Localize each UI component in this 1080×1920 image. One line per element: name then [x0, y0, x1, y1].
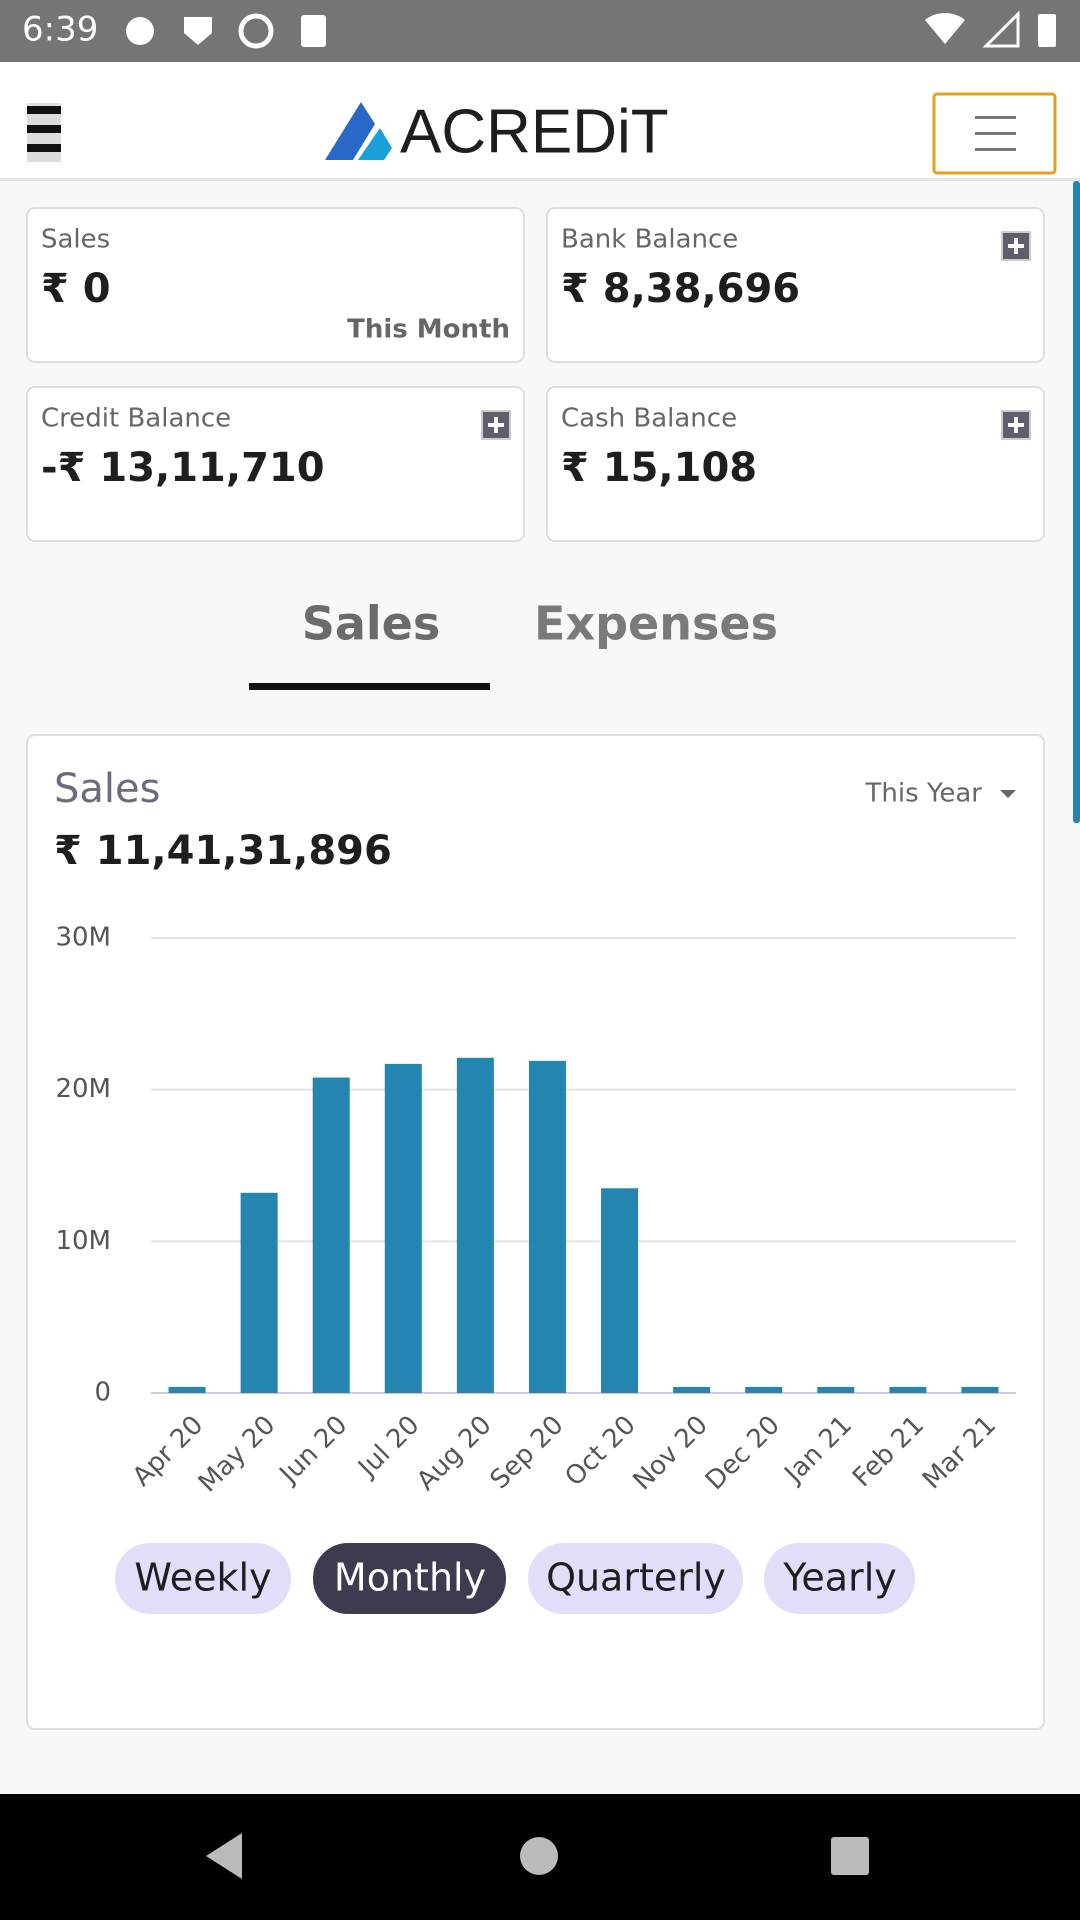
status-icon	[184, 17, 212, 45]
bar	[889, 1386, 927, 1393]
drawer-button[interactable]	[27, 103, 61, 162]
status-icon	[126, 17, 154, 45]
card-label: Sales	[41, 225, 110, 255]
period-text: Yearly	[782, 1556, 897, 1600]
drawer-bar	[27, 106, 61, 114]
bar	[384, 1063, 422, 1393]
add-button[interactable]	[1001, 410, 1031, 440]
battery-icon	[1038, 14, 1056, 47]
logo-text: ACREDiT	[400, 97, 669, 166]
y-tick-label: 10M	[55, 1226, 111, 1256]
header	[0, 62, 1080, 180]
bar	[456, 1057, 494, 1393]
period-label: This Year	[865, 779, 983, 809]
card-value: ₹ 0	[41, 266, 111, 312]
status-bar	[0, 0, 1080, 62]
add-button[interactable]	[481, 410, 511, 440]
bar	[745, 1386, 783, 1393]
nav-back[interactable]	[206, 1833, 242, 1879]
menu-button[interactable]	[932, 92, 1057, 175]
period-dropdown[interactable]: This Year	[865, 779, 1016, 809]
period-button[interactable]: Quarterly	[528, 1543, 743, 1614]
status-icon	[238, 13, 274, 49]
period-button[interactable]: Monthly	[313, 1543, 506, 1614]
add-button[interactable]	[1001, 231, 1031, 261]
y-tick-label: 30M	[55, 923, 111, 953]
card-value: -₹ 13,11,710	[41, 445, 325, 491]
nav-home[interactable]	[520, 1837, 558, 1875]
card-label: Bank Balance	[561, 225, 738, 255]
card-value: ₹ 8,38,696	[561, 266, 800, 312]
card-value: ₹ 15,108	[561, 445, 757, 491]
header-shadow	[0, 178, 1080, 181]
scrollbar	[1073, 181, 1080, 823]
logo-mark	[358, 128, 392, 160]
period-button[interactable]: Weekly	[115, 1543, 291, 1614]
drawer-bar	[27, 144, 61, 152]
period-text: Monthly	[334, 1556, 486, 1600]
card-note: This Month	[347, 315, 510, 345]
tab-indicator	[249, 683, 490, 690]
dropdown-caret	[1000, 790, 1016, 798]
bar	[240, 1192, 278, 1393]
y-tick-label: 0	[94, 1378, 111, 1408]
bar	[673, 1386, 711, 1393]
bar	[817, 1386, 855, 1393]
card	[546, 207, 1045, 363]
period-text: Quarterly	[546, 1556, 726, 1600]
tab[interactable]: Expenses	[534, 597, 778, 651]
y-tick-label: 20M	[55, 1074, 111, 1104]
chart-subtitle: ₹ 11,41,31,896	[54, 828, 392, 874]
menu-bar	[975, 132, 1016, 135]
bar	[961, 1386, 999, 1393]
card	[26, 207, 525, 363]
drawer-bar	[27, 125, 61, 133]
chart-title: Sales	[54, 766, 160, 812]
bar	[168, 1386, 206, 1393]
signal-icon	[982, 10, 1020, 48]
card-label: Credit Balance	[41, 404, 231, 434]
period-text: Weekly	[134, 1556, 271, 1600]
card-label: Cash Balance	[561, 404, 737, 434]
tab[interactable]: Sales	[302, 597, 441, 651]
status-time: 6:39	[22, 10, 98, 50]
menu-bar	[975, 116, 1016, 119]
bar	[312, 1077, 350, 1393]
bar	[601, 1188, 639, 1393]
nav-recents[interactable]	[831, 1837, 869, 1875]
card	[546, 386, 1045, 542]
status-icon	[301, 15, 326, 47]
bar	[528, 1060, 566, 1393]
wifi-icon	[925, 12, 965, 44]
menu-bar	[975, 148, 1016, 151]
logo-mark	[325, 102, 375, 160]
card	[26, 386, 525, 542]
period-button[interactable]: Yearly	[764, 1543, 915, 1614]
